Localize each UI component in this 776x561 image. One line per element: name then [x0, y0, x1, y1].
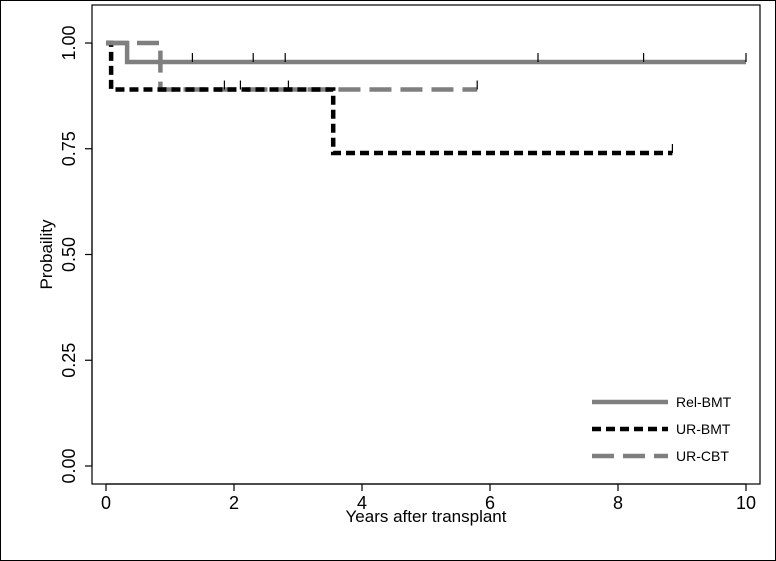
legend-label: Rel-BMT [676, 394, 732, 410]
y-axis-title: Probaility [37, 219, 56, 289]
x-tick-label: 0 [101, 493, 111, 513]
x-tick-label: 4 [357, 493, 367, 513]
y-tick-label: 0.25 [59, 343, 79, 378]
x-axis-title: Years after transplant [346, 507, 507, 526]
legend-item: UR-CBT [592, 448, 729, 464]
legend-label: UR-BMT [676, 421, 731, 437]
x-tick-label: 8 [613, 493, 623, 513]
y-tick-label: 0.50 [59, 237, 79, 272]
x-tick-label: 2 [229, 493, 239, 513]
y-axis: 0.00 0.25 0.50 0.75 1.00 [59, 25, 93, 484]
legend: Rel-BMT UR-BMT UR-CBT [592, 394, 732, 464]
x-tick-label: 6 [485, 493, 495, 513]
x-axis: 0 2 4 6 8 10 [101, 483, 756, 513]
y-tick-label: 1.00 [59, 25, 79, 60]
series-layer [106, 40, 747, 156]
series-rel-bmt [106, 40, 747, 65]
y-tick-label: 0.00 [59, 448, 79, 483]
y-tick-label: 0.75 [59, 131, 79, 166]
series-line [106, 40, 746, 65]
legend-item: Rel-BMT [592, 394, 732, 410]
legend-label: UR-CBT [676, 448, 729, 464]
legend-item: UR-BMT [592, 421, 731, 437]
x-tick-label: 10 [736, 493, 756, 513]
